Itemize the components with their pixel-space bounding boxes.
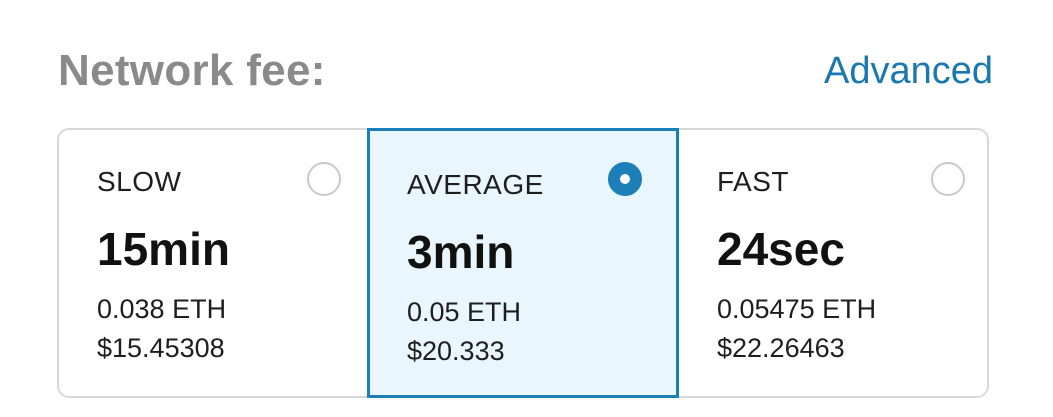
fee-option-usd-amount: $20.333 (407, 336, 505, 366)
fee-option-slow[interactable]: SLOW 15min 0.038 ETH $15.45308 (57, 128, 367, 398)
fee-option-eth-amount: 0.05 ETH (407, 297, 522, 327)
fee-option-fast[interactable]: FAST 24sec 0.05475 ETH $22.26463 (679, 128, 991, 398)
fee-option-eth-amount: 0.038 ETH (97, 294, 227, 324)
radio-button-average[interactable] (608, 162, 642, 196)
fee-option-time: 24sec (717, 223, 845, 275)
radio-button-slow[interactable] (307, 162, 341, 196)
fee-option-average[interactable]: AVERAGE 3min 0.05 ETH $20.333 (367, 128, 679, 398)
fee-option-time: 3min (407, 226, 515, 278)
fee-option-speed-label: AVERAGE (407, 169, 544, 200)
fee-option-eth-amount: 0.05475 ETH (717, 294, 877, 324)
radio-button-fast[interactable] (931, 162, 965, 196)
fee-option-time: 15min (97, 223, 230, 275)
advanced-link[interactable]: Advanced (823, 50, 993, 92)
fee-option-usd-amount: $22.26463 (717, 333, 845, 363)
fee-option-usd-amount: $15.45308 (97, 333, 225, 363)
radio-dot-icon (620, 174, 630, 184)
fee-options-group: SLOW 15min 0.038 ETH $15.45308 AVERAGE 3… (57, 128, 989, 398)
fee-option-speed-label: FAST (717, 166, 790, 197)
network-fee-header: Network fee: Advanced (58, 40, 993, 110)
network-fee-title: Network fee: (58, 46, 326, 95)
fee-option-speed-label: SLOW (97, 166, 182, 197)
